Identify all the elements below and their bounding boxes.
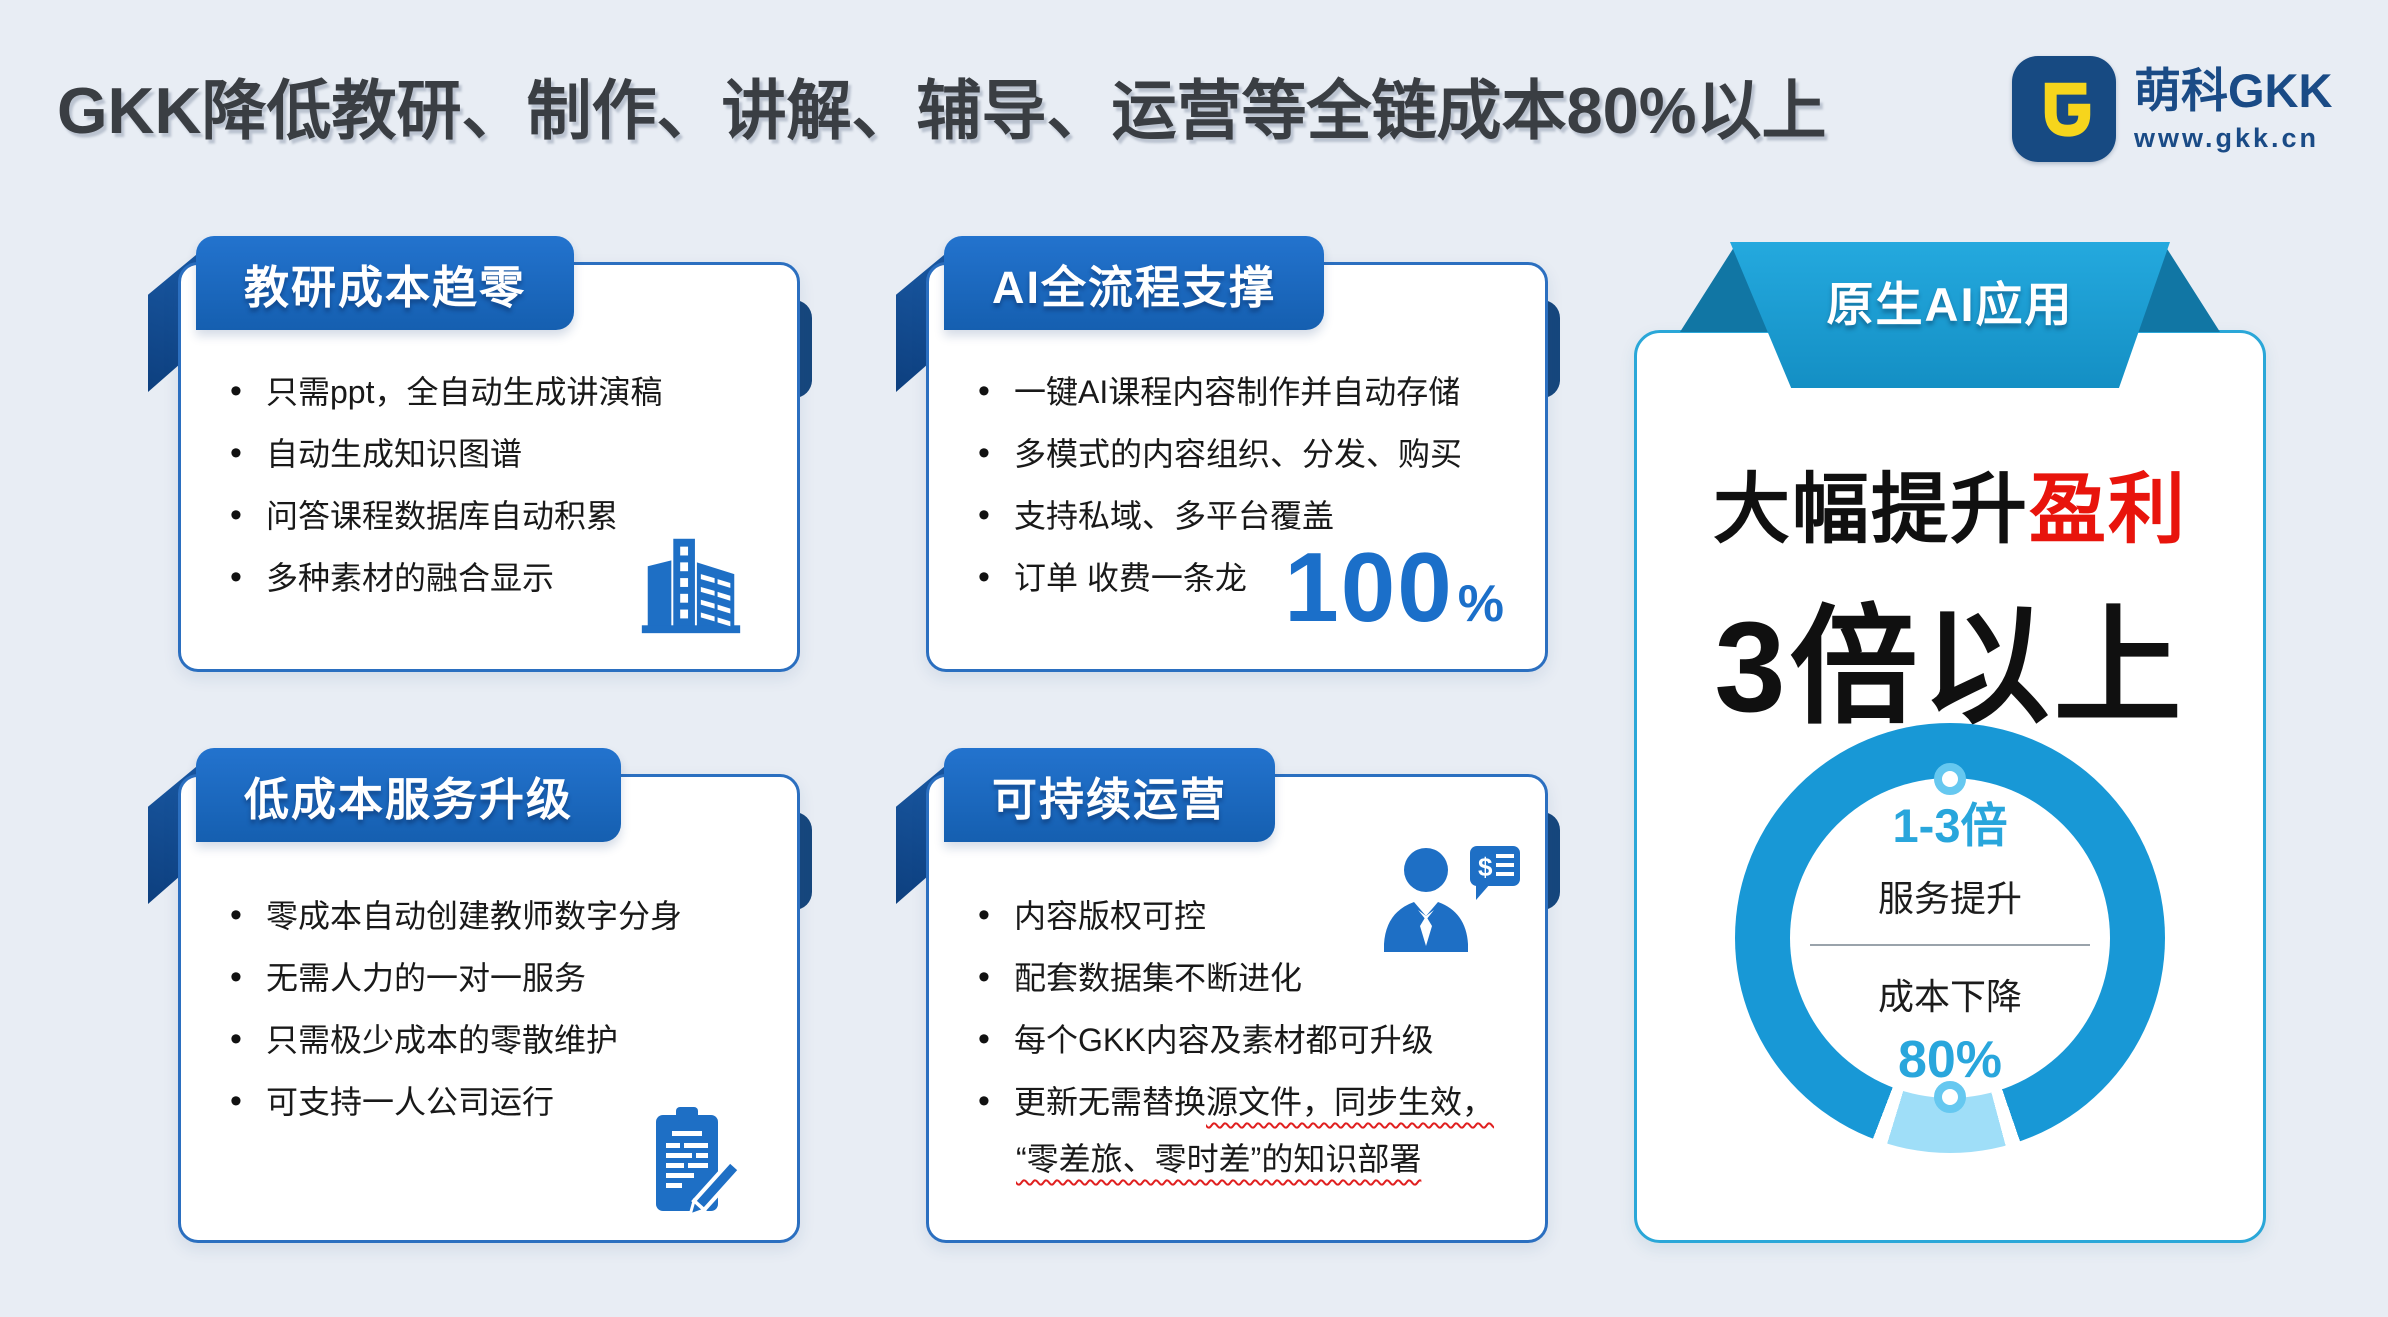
card-title-banner: AI全流程支撑 [944, 236, 1325, 330]
card-sustainable-operation: 可持续运营 内容版权可控 配套数据集不断进化 每个GKK内容及素材都可升级 更新… [896, 748, 1560, 1243]
list-item: 支持私域、多平台覆盖 [972, 494, 1512, 537]
bullet-text-underlined: 源文件，同步生效， [1206, 1083, 1495, 1120]
logo-text: 萌科GKK www.gkk.cn [2134, 66, 2332, 152]
card-ai-pipeline: AI全流程支撑 一键AI课程内容制作并自动存储 多模式的内容组织、分发、购买 支… [896, 236, 1560, 672]
bullet-text-underlined: “零差旅、零时差”的知识部署 [1016, 1140, 1422, 1177]
service-multiplier-value: 1-3倍 [1892, 798, 2008, 852]
donut-hole [1790, 778, 2110, 1098]
bullet-list: 零成本自动创建教师数字分身 无需人力的一对一服务 只需极少成本的零散维护 可支持… [178, 894, 800, 1123]
logo-brand-name: 萌科GKK [2134, 64, 2333, 118]
stat-value: 100 [1284, 532, 1454, 642]
list-item: 可支持一人公司运行 [224, 1080, 764, 1123]
headline-prefix: 大幅提升 [1713, 467, 2029, 553]
headline-highlight: 盈利 [2029, 467, 2187, 553]
panel-native-ai: 原生AI应用 大幅提升盈利 3倍以上 1-3倍 服务提升 成本下降 80% [1634, 242, 2266, 1243]
list-item: 一键AI课程内容制作并自动存储 [972, 370, 1512, 413]
building-icon [632, 532, 750, 636]
card-title-banner: 低成本服务升级 [196, 748, 622, 842]
card-teaching-research: 教研成本趋零 只需ppt，全自动生成讲演稿 自动生成知识图谱 问答课程数据库自动… [148, 236, 812, 672]
gkk-logo-icon [2012, 56, 2116, 162]
card-title-banner: 可持续运营 [944, 748, 1276, 842]
list-item: 多种素材的融合显示 [224, 556, 764, 599]
page-title: GKK降低教研、制作、讲解、辅导、运营等全链成本80%以上 [57, 74, 1827, 147]
panel-title-banner: 原生AI应用 [1730, 242, 2170, 388]
list-item: 多模式的内容组织、分发、购买 [972, 432, 1512, 475]
brand-logo: 萌科GKK www.gkk.cn [2012, 56, 2332, 162]
consultant-icon: $ [1374, 840, 1522, 958]
list-item: 只需极少成本的零散维护 [224, 1018, 764, 1061]
list-item: 更新无需替换源文件，同步生效， “零差旅、零时差”的知识部署 [972, 1080, 1512, 1180]
cost-drop-value: 80% [1897, 1030, 2003, 1089]
list-item: 配套数据集不断进化 [972, 956, 1512, 999]
donut-center-text: 1-3倍 服务提升 成本下降 80% [1805, 793, 2095, 1089]
profit-headline-line2: 3倍以上 [1714, 596, 2186, 739]
logo-url: www.gkk.cn [2134, 122, 2320, 153]
g-monogram-icon [2044, 82, 2091, 137]
donut-marker-bottom [1934, 1081, 1966, 1113]
list-item: 只需ppt，全自动生成讲演稿 [224, 370, 764, 413]
cost-drop-label: 成本下降 [1877, 975, 2022, 1017]
donut-marker-top [1934, 763, 1966, 795]
list-item: 内容版权可控 [972, 894, 1512, 937]
card-low-cost-service: 低成本服务升级 零成本自动创建教师数字分身 无需人力的一对一服务 只需极少成本的… [148, 748, 812, 1243]
svg-text:$: $ [1478, 852, 1493, 882]
coverage-stat: 100 % [1284, 531, 1504, 644]
panel-ribbon: 原生AI应用 [1680, 242, 2220, 388]
list-item: 零成本自动创建教师数字分身 [224, 894, 764, 937]
card-title-banner: 教研成本趋零 [196, 236, 575, 330]
profit-headline: 大幅提升盈利 [1634, 448, 2266, 559]
clipboard-pencil-icon [642, 1105, 746, 1217]
card-body [178, 774, 800, 1243]
list-item: 无需人力的一对一服务 [224, 956, 764, 999]
bullet-list: 内容版权可控 配套数据集不断进化 每个GKK内容及素材都可升级 更新无需替换源文… [926, 894, 1548, 1180]
bullet-list: 只需ppt，全自动生成讲演稿 自动生成知识图谱 问答课程数据库自动积累 多种素材… [178, 370, 800, 599]
donut-chart: 1-3倍 服务提升 成本下降 80% [1735, 723, 2165, 1153]
list-item: 问答课程数据库自动积累 [224, 494, 764, 537]
list-item: 订单 收费一条龙 [972, 556, 1512, 599]
service-multiplier-label: 服务提升 [1877, 877, 2022, 919]
stat-unit: % [1457, 575, 1504, 633]
bullet-text: 更新无需替换 [1014, 1083, 1207, 1120]
divider [1810, 943, 2090, 946]
list-item: 每个GKK内容及素材都可升级 [972, 1018, 1512, 1061]
list-item: 自动生成知识图谱 [224, 432, 764, 475]
bullet-list: 一键AI课程内容制作并自动存储 多模式的内容组织、分发、购买 支持私域、多平台覆… [926, 370, 1548, 599]
